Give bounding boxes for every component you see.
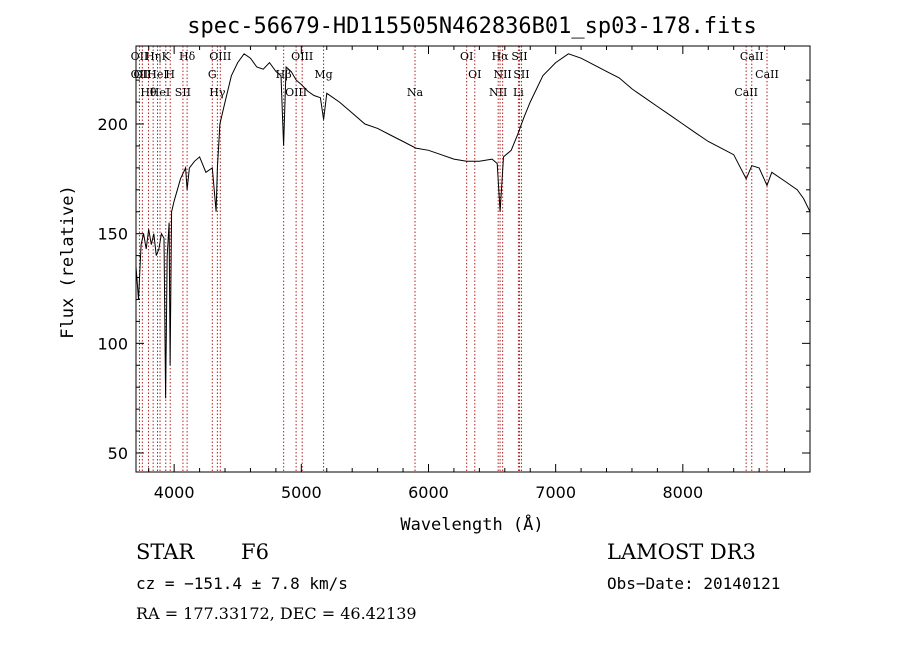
line-label: OI bbox=[468, 68, 481, 81]
redshift-value: cz = −151.4 ± 7.8 km/s bbox=[136, 574, 348, 593]
line-label: Li bbox=[513, 86, 524, 99]
line-label: Hγ bbox=[209, 86, 226, 99]
line-label: CaII bbox=[755, 68, 779, 81]
line-label: SII bbox=[513, 68, 529, 81]
y-tick-label: 200 bbox=[97, 115, 128, 134]
line-label: G bbox=[208, 68, 217, 81]
line-label: CaII bbox=[740, 50, 764, 63]
chart-title: spec-56679-HD115505N462836B01_sp03-178.f… bbox=[187, 14, 757, 39]
line-label: OIII bbox=[285, 86, 307, 99]
spectrum-line bbox=[135, 53, 811, 399]
line-label: OII bbox=[131, 50, 149, 63]
line-label: Hη bbox=[145, 50, 161, 63]
line-label: Mg bbox=[314, 68, 332, 81]
line-label: Hβ bbox=[276, 68, 292, 81]
line-labels: OIIOIIOIIHθHηHeIHeIKHSIIHδGHγOIIIHβOIIIO… bbox=[131, 50, 779, 99]
line-label: OII bbox=[133, 68, 151, 81]
survey-name: LAMOST DR3 bbox=[607, 540, 756, 564]
line-label: CaII bbox=[734, 86, 758, 99]
line-label: H bbox=[165, 68, 175, 81]
x-tick-label: 4000 bbox=[154, 483, 195, 502]
spectrum-plot: spec-56679-HD115505N462836B01_sp03-178.f… bbox=[58, 14, 811, 535]
line-label: Hθ bbox=[140, 86, 157, 99]
line-label: Na bbox=[407, 86, 424, 99]
line-label: Hα bbox=[492, 50, 510, 63]
y-axis-label: Flux (relative) bbox=[58, 185, 78, 339]
coordinates: RA = 177.33172, DEC = 46.42139 bbox=[136, 604, 417, 623]
line-label: OIII bbox=[291, 50, 313, 63]
line-label: NII bbox=[489, 86, 507, 99]
line-label: HeI bbox=[147, 68, 167, 81]
x-tick-label: 8000 bbox=[662, 483, 703, 502]
line-label: K bbox=[162, 50, 171, 63]
line-label: NII bbox=[493, 68, 511, 81]
y-tick-label: 100 bbox=[97, 334, 128, 353]
x-tick-label: 6000 bbox=[408, 483, 449, 502]
line-label: OIII bbox=[209, 50, 231, 63]
line-markers bbox=[138, 46, 768, 472]
y-tick-label: 150 bbox=[97, 225, 128, 244]
line-label: SII bbox=[511, 50, 527, 63]
y-tick-label: 50 bbox=[108, 444, 128, 463]
line-label: SII bbox=[175, 86, 191, 99]
line-label: OII bbox=[131, 68, 149, 81]
x-axis-label: Wavelength (Å) bbox=[400, 513, 543, 535]
observation-date: Obs−Date: 20140121 bbox=[607, 574, 781, 593]
object-subclass: F6 bbox=[241, 540, 269, 564]
object-class: STAR bbox=[136, 540, 195, 564]
x-axis-ticks: 4000 5000 6000 7000 8000 bbox=[148, 46, 786, 502]
x-tick-label: 7000 bbox=[535, 483, 576, 502]
line-label: HeI bbox=[150, 86, 170, 99]
line-label: Hδ bbox=[179, 50, 196, 63]
line-label: OI bbox=[460, 50, 473, 63]
plot-frame bbox=[135, 45, 811, 473]
y-axis-ticks: 50 100 150 200 bbox=[97, 79, 810, 463]
x-tick-label: 5000 bbox=[281, 483, 322, 502]
